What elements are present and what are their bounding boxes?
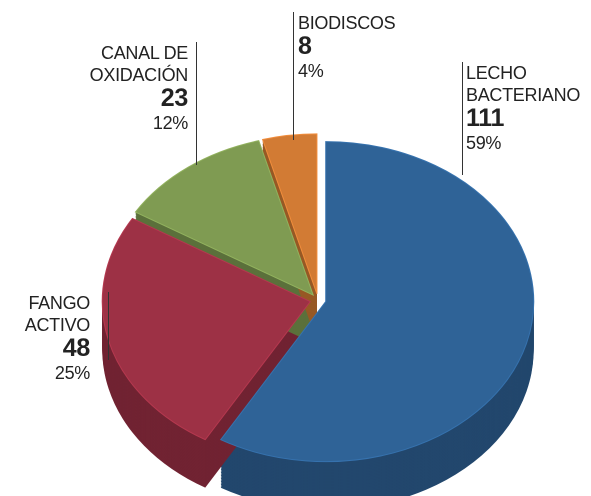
category-name: LECHO BACTERIANO — [466, 63, 581, 105]
leader-line — [293, 12, 294, 140]
slice-label: LECHO BACTERIANO 111 59% — [466, 62, 591, 155]
percent-label: 25% — [54, 363, 90, 383]
percent-label: 59% — [466, 133, 502, 153]
leader-line — [196, 42, 197, 165]
value-label: 23 — [160, 84, 189, 112]
category-name: BIODISCOS — [298, 13, 396, 33]
value-label: 8 — [298, 32, 312, 60]
value-label: 48 — [62, 334, 91, 362]
category-name: CANAL DE OXIDACIÓN — [89, 43, 189, 85]
slice-label: BIODISCOS 8 4% — [298, 12, 418, 83]
percent-label: 4% — [298, 61, 324, 81]
slice-label: CANAL DE OXIDACIÓN 23 12% — [70, 42, 189, 135]
value-label: 111 — [466, 104, 505, 132]
category-name: FANGO ACTIVO — [24, 293, 91, 335]
slice — [219, 141, 535, 463]
leader-line — [462, 62, 463, 175]
slice-label: FANGO ACTIVO 48 25% — [10, 292, 91, 385]
percent-label: 12% — [152, 113, 188, 133]
slice — [134, 140, 315, 297]
leader-line — [108, 292, 109, 360]
slice — [261, 133, 318, 295]
